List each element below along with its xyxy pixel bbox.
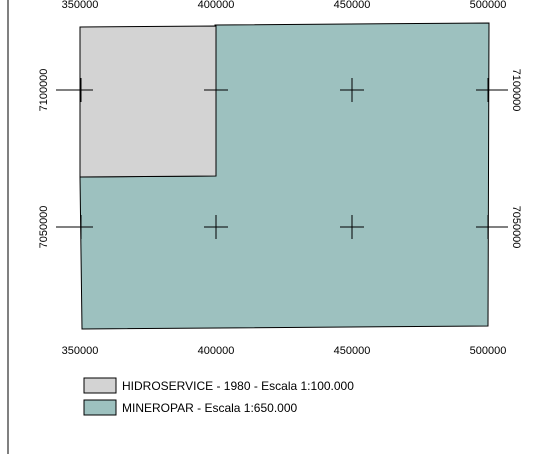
grid-cross <box>204 215 228 239</box>
bottom-x-tick-350000: 350000 <box>62 345 99 357</box>
legend-swatch-mineropar <box>83 399 117 416</box>
grid-cross <box>69 78 93 102</box>
hidroservice-area <box>79 25 217 178</box>
grid-crosses <box>69 78 500 239</box>
legend-swatch-hidroservice <box>83 377 117 394</box>
top-x-tick-350000: 350000 <box>62 0 99 11</box>
top-x-tick-450000: 450000 <box>334 0 371 11</box>
left-y-tick-7100000: 7100000 <box>38 69 50 112</box>
legend-label-mineropar: MINEROPAR - Escala 1:650.000 <box>122 401 298 415</box>
top-x-tick-400000: 400000 <box>198 0 235 11</box>
bottom-x-tick-500000: 500000 <box>470 345 507 357</box>
right-y-tick-7100000: 7100000 <box>510 69 522 112</box>
top-x-tick-500000: 500000 <box>470 0 507 11</box>
legend: HIDROSERVICE - 1980 - Escala 1:100.000 M… <box>83 377 354 416</box>
legend-label-hidroservice: HIDROSERVICE - 1980 - Escala 1:100.000 <box>122 379 354 393</box>
grid-cross <box>340 78 364 102</box>
right-y-tick-7050000: 7050000 <box>510 206 522 249</box>
grid-cross <box>204 78 228 102</box>
left-y-tick-7050000: 7050000 <box>38 206 50 249</box>
grid-cross <box>476 78 500 102</box>
bottom-x-tick-450000: 450000 <box>334 345 371 357</box>
grid-cross <box>340 215 364 239</box>
grid-cross <box>476 215 500 239</box>
grid-cross <box>69 215 93 239</box>
bottom-x-tick-400000: 400000 <box>198 345 235 357</box>
